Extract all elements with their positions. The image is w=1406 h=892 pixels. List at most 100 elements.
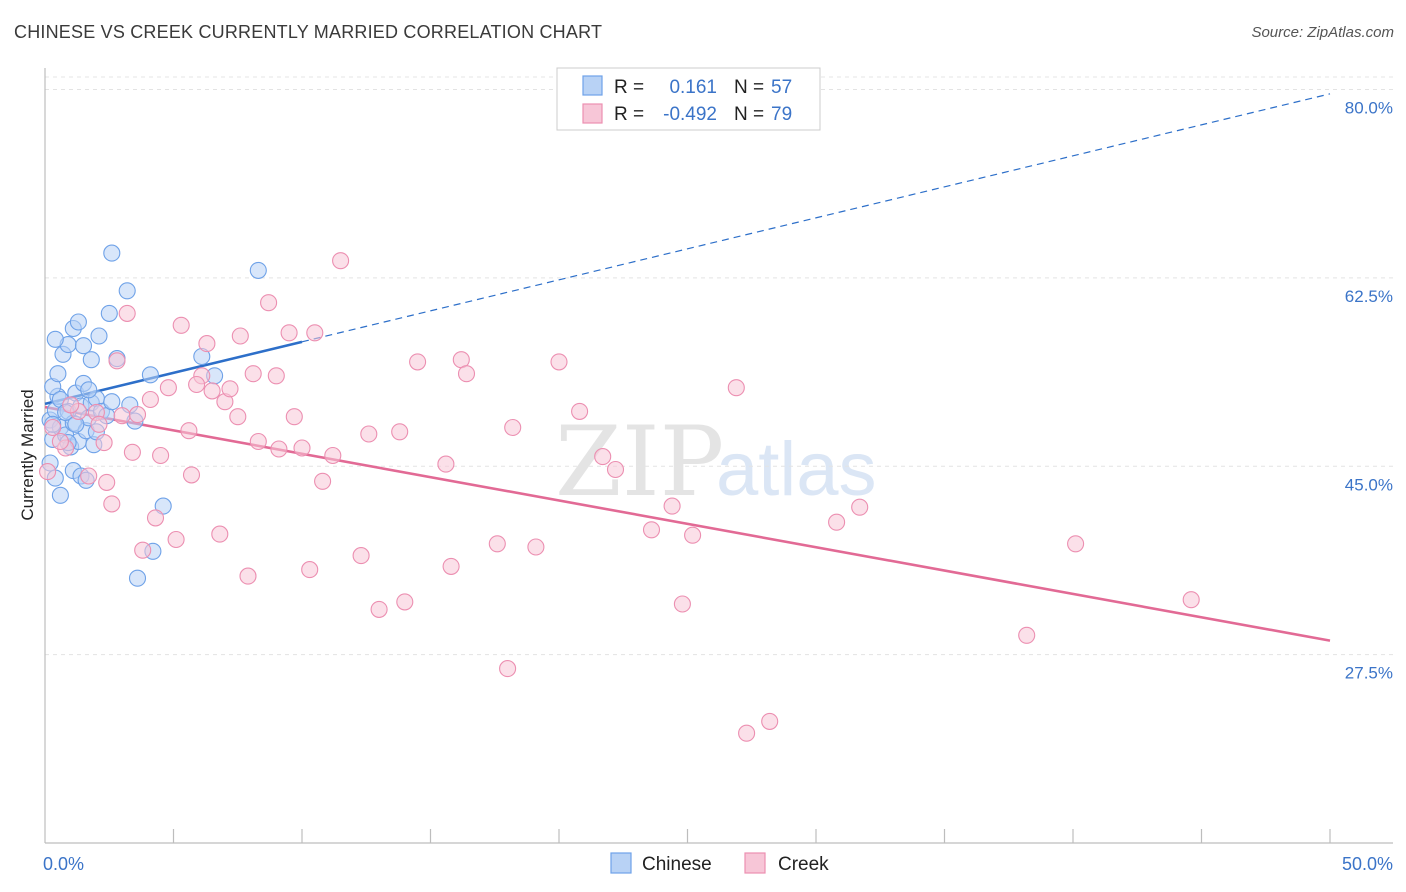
point-creek-38 [293, 439, 311, 457]
point-creek-7 [98, 473, 116, 491]
y-axis-label: Currently Married [18, 389, 37, 520]
point-creek-67 [738, 724, 756, 742]
point-chinese-20 [103, 393, 121, 411]
point-chinese-47 [118, 282, 136, 300]
point-creek-45 [352, 547, 370, 565]
point-creek-37 [285, 408, 303, 426]
y-tick-label-1: 45.0% [1345, 475, 1393, 494]
point-creek-1 [44, 418, 62, 437]
point-creek-24 [203, 382, 221, 400]
legend-swatch-creek [582, 103, 603, 124]
point-creek-46 [370, 600, 388, 618]
point-creek-55 [499, 660, 517, 678]
point-creek-20 [180, 422, 198, 440]
point-creek-61 [606, 460, 625, 479]
point-creek-30 [239, 567, 257, 585]
point-chinese-27 [74, 337, 93, 355]
point-creek-47 [391, 423, 409, 441]
watermark-zip: ZIP [555, 406, 724, 518]
point-creek-60 [594, 448, 612, 466]
point-creek-17 [159, 379, 177, 397]
source-label: Source: ZipAtlas.com [1251, 24, 1394, 41]
point-creek-54 [488, 535, 506, 553]
point-creek-28 [229, 408, 247, 426]
y-tick-label-0: 27.5% [1345, 664, 1393, 683]
point-creek-4 [80, 467, 98, 485]
point-creek-56 [504, 418, 522, 437]
point-creek-63 [663, 497, 681, 515]
data-points [39, 244, 1200, 742]
point-creek-10 [113, 407, 131, 425]
point-creek-66 [727, 379, 745, 397]
point-creek-69 [828, 513, 846, 531]
point-creek-6 [95, 434, 113, 452]
axes [44, 68, 1393, 844]
point-creek-40 [306, 324, 324, 342]
point-creek-73 [1182, 591, 1200, 609]
point-creek-76 [123, 443, 141, 461]
point-creek-8 [103, 495, 121, 513]
point-creek-44 [360, 425, 378, 443]
trend-lines [44, 93, 1331, 642]
point-creek-77 [188, 375, 206, 394]
legend-n-label-creek: N = [734, 104, 764, 125]
point-creek-75 [90, 415, 108, 433]
point-creek-50 [437, 455, 455, 473]
point-creek-68 [761, 712, 779, 730]
legend-r-label-creek: R = [614, 104, 644, 125]
point-creek-64 [673, 595, 691, 613]
point-creek-9 [108, 352, 126, 370]
legend-n-value-creek: 79 [771, 104, 792, 125]
legend-n-label-chinese: N = [734, 77, 764, 98]
point-chinese-26 [69, 313, 87, 331]
point-creek-27 [221, 380, 239, 398]
point-chinese-36 [51, 486, 69, 504]
chart-title: CHINESE VS CREEK CURRENTLY MARRIED CORRE… [14, 22, 603, 42]
x-tick-label-1: 50.0% [1342, 854, 1393, 874]
point-creek-42 [324, 446, 342, 465]
point-creek-32 [249, 432, 267, 451]
point-creek-11 [118, 304, 136, 322]
point-chinese-42 [141, 366, 159, 384]
legend-r-value-chinese: 0.161 [669, 77, 717, 98]
y-tick-label-3: 80.0% [1345, 99, 1393, 118]
legend-swatch-chinese [582, 75, 603, 96]
legend-r-value-creek: -0.492 [663, 104, 717, 125]
point-creek-43 [332, 252, 350, 270]
point-creek-74 [62, 396, 80, 414]
point-creek-34 [267, 367, 285, 385]
point-creek-12 [128, 406, 147, 424]
point-creek-33 [260, 294, 278, 312]
bottom-legend-swatch-chinese [610, 852, 632, 874]
point-creek-31 [244, 365, 262, 383]
point-creek-72 [1067, 535, 1085, 553]
x-tick-label-0: 0.0% [43, 854, 84, 874]
point-creek-49 [409, 353, 427, 371]
tick-labels: 27.5% 45.0% 62.5% 80.0% 0.0% 50.0% [43, 99, 1393, 874]
point-chinese-28 [82, 351, 100, 369]
point-chinese-29 [90, 327, 108, 345]
point-creek-23 [198, 335, 216, 353]
bottom-legend: Chinese Creek [610, 852, 829, 875]
y-tick-label-2: 62.5% [1345, 287, 1393, 306]
point-creek-51 [442, 557, 460, 575]
point-chinese-46 [103, 244, 121, 262]
point-creek-58 [550, 353, 568, 371]
point-chinese-22 [49, 365, 67, 383]
point-creek-0 [39, 463, 57, 481]
bottom-legend-creek: Creek [778, 854, 829, 875]
point-creek-25 [211, 525, 229, 543]
point-creek-16 [152, 446, 170, 465]
point-creek-53 [457, 365, 476, 383]
point-creek-21 [182, 466, 201, 484]
point-creek-70 [851, 498, 869, 516]
point-creek-29 [231, 327, 249, 345]
legend-r-label-chinese: R = [614, 77, 644, 98]
point-creek-18 [167, 530, 185, 549]
point-chinese-30 [100, 304, 118, 322]
point-chinese-56 [80, 381, 98, 399]
point-creek-14 [141, 390, 159, 409]
point-creek-57 [527, 538, 545, 556]
legend: R = 0.161 N = 57 R = -0.492 N = 79 [556, 67, 821, 131]
